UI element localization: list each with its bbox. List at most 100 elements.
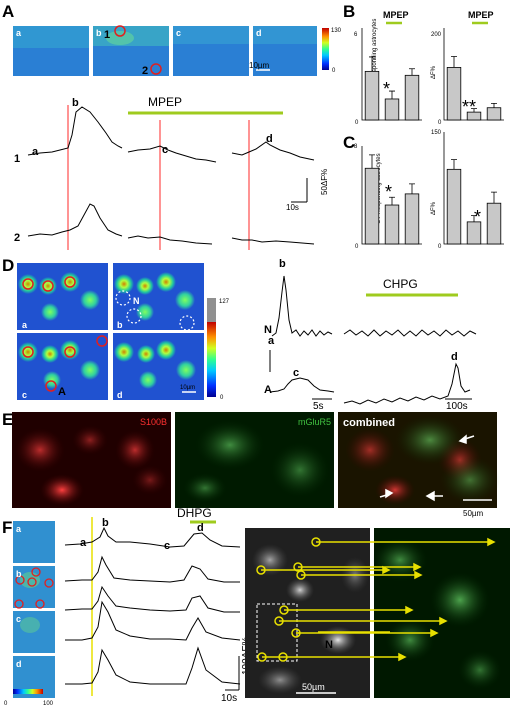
panel-f-images: a b c d 0 100 — [4, 521, 55, 706]
chart-c-right — [443, 132, 504, 245]
error-bar — [389, 196, 395, 206]
panel-d-images: N A a b c d 10µm 127 0 — [17, 263, 230, 401]
error-bar — [471, 215, 477, 222]
trace-label-2: 2 — [14, 232, 20, 244]
bar-before — [364, 167, 380, 245]
panel-d-traces: CHPG b a c d N A 5s 100s — [264, 258, 477, 412]
chpg-label: CHPG — [383, 277, 418, 291]
roi-1-label: 1 — [104, 29, 110, 41]
time-scale-f-label: 10s — [221, 693, 237, 704]
error-bar — [471, 108, 477, 113]
c-right-ylabel: ΔF% — [431, 201, 437, 215]
scalebar-a-label: 10µm — [249, 61, 270, 70]
panel-label-f: F — [2, 518, 12, 537]
scalebar-d-label: 10µm — [180, 385, 195, 391]
time-scale-d-left: 5s — [313, 401, 324, 412]
b-left-drug-label: MPEP — [383, 10, 409, 20]
bar-wash — [486, 202, 502, 245]
colorbar-f-min: 0 — [4, 701, 8, 706]
chart-axis — [361, 28, 422, 121]
trace-roi-2 — [27, 203, 315, 245]
colorbar-a-max: 130 — [331, 28, 342, 34]
time-scale-a-label: 10s — [286, 203, 299, 212]
trace-f-3 — [64, 585, 240, 613]
panel-e-images: S100B mGluR5 combined 50µm — [12, 412, 500, 518]
roi-n-circle — [126, 308, 142, 324]
b-left-tick-zero: 0 — [355, 120, 359, 126]
bar-MPEP — [466, 111, 482, 121]
panel-label-b: B — [343, 2, 355, 21]
scalebar-f-label: 50µm — [302, 682, 325, 692]
colorbar-a — [322, 28, 329, 70]
trace-f-4 — [65, 600, 241, 641]
error-bar — [369, 56, 375, 72]
b-right-ylabel: ΔF% — [431, 65, 437, 79]
colorbar-d-min: 0 — [220, 395, 224, 401]
frame-d-label: d — [256, 28, 262, 38]
zoom-box — [256, 603, 298, 662]
chart-axis — [443, 132, 504, 245]
trace-d-neuron — [271, 275, 477, 337]
panel-label-a: A — [2, 2, 14, 21]
c-right-tick-top: 150 — [431, 130, 442, 136]
f-frame-a-image — [13, 521, 55, 563]
d-point-d: d — [451, 351, 458, 363]
bar-wash — [486, 107, 502, 121]
panel-f-traces: DHPG a b c d 100ΔF% 10s — [64, 506, 252, 704]
arrow-icon — [256, 537, 496, 662]
trace-label-1: 1 — [14, 153, 20, 165]
error-bar — [491, 191, 497, 204]
panel-label-d: D — [2, 256, 14, 275]
f-frame-c-label: c — [16, 614, 21, 624]
mpep-label: MPEP — [148, 95, 182, 109]
roi-2-circle — [150, 63, 162, 75]
trace-point-d: d — [266, 133, 273, 145]
trace-point-c: c — [162, 144, 168, 156]
mglur5-label: mGluR5 — [298, 417, 331, 427]
panel-a-image-row: a b c d 1 2 10µm 130 0 — [13, 25, 342, 77]
f-point-d: d — [197, 522, 204, 534]
dhpg-label: DHPG — [177, 506, 212, 520]
error-bar — [409, 183, 415, 194]
chart-b-left — [361, 28, 422, 121]
error-bar — [491, 102, 497, 108]
chart-axis — [361, 146, 422, 245]
chart-c-left — [361, 146, 422, 245]
panel-f-micrographs: N 50µm — [245, 528, 510, 698]
b-right-tick-top: 200 — [431, 32, 442, 38]
d-frame-a-label: a — [22, 320, 28, 330]
panel-a-traces: MPEP a b c d 1 2 50ΔF% 10s — [14, 95, 329, 250]
trace-d-astrocyte — [269, 362, 471, 405]
colorbar-f — [13, 689, 43, 694]
trace-label-n: N — [264, 324, 272, 336]
bar-wash — [404, 193, 420, 245]
roi-a-circle — [45, 380, 57, 392]
colorbar-f-max: 100 — [43, 701, 54, 706]
bar-wash — [404, 74, 420, 121]
frame-a-label: a — [16, 28, 22, 38]
d-cells — [18, 272, 196, 389]
d-frame-c-label: c — [22, 390, 27, 400]
f-point-c: c — [164, 540, 170, 552]
c-right-tick-zero: 0 — [438, 244, 442, 250]
trace-f-5 — [65, 646, 241, 685]
f-point-a: a — [80, 537, 87, 549]
combined-label: combined — [343, 417, 395, 429]
arrow-icon — [379, 434, 475, 502]
f-frame-b-label: b — [16, 569, 22, 579]
trace-f-1 — [64, 526, 241, 548]
bar-MPEP — [384, 98, 400, 121]
panel-c-charts: CT Responding astrocytes ΔF% 8 0 150 0 *… — [354, 130, 504, 250]
error-bar — [389, 90, 395, 99]
chart-b-right — [443, 28, 504, 121]
neuron-label: N — [325, 639, 333, 651]
frame-c-label: c — [176, 28, 181, 38]
trace-point-a: a — [32, 146, 39, 158]
chart-axis — [443, 28, 504, 121]
b-left-ylabel: Sen Responding astrocytes — [372, 19, 378, 92]
error-bar — [409, 68, 415, 76]
trace-label-a: A — [264, 384, 272, 396]
bar-before — [446, 168, 462, 245]
roi-2-label: 2 — [142, 65, 148, 77]
trace-roi-1 — [27, 106, 315, 163]
